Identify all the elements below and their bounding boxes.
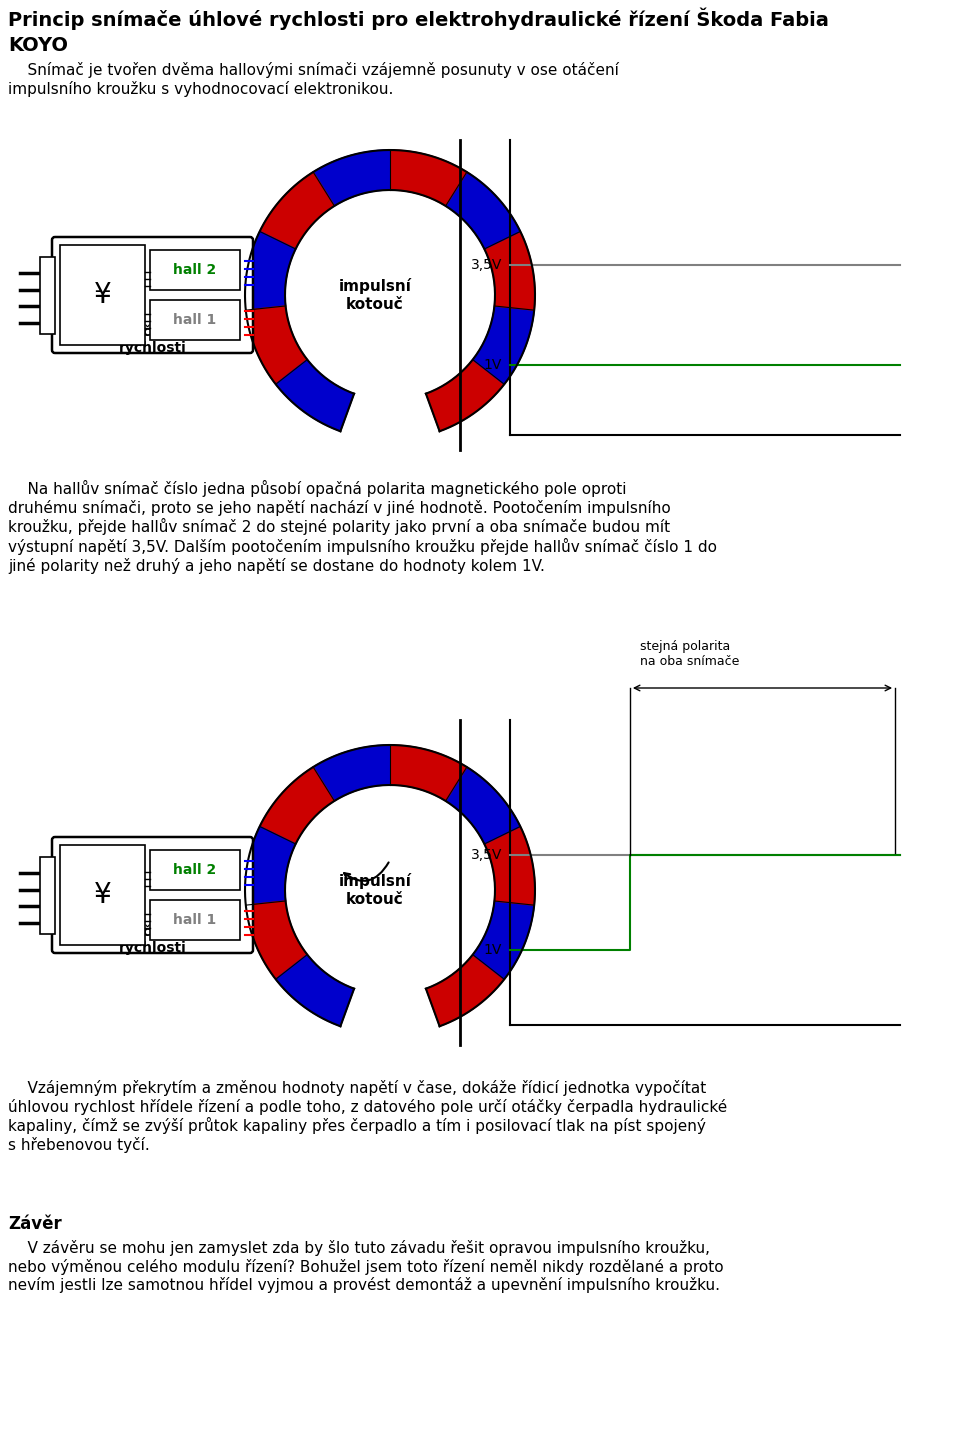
FancyBboxPatch shape bbox=[40, 856, 55, 933]
FancyBboxPatch shape bbox=[60, 845, 145, 945]
Text: hall 1: hall 1 bbox=[174, 313, 217, 327]
Polygon shape bbox=[313, 744, 390, 801]
Polygon shape bbox=[246, 901, 307, 980]
FancyBboxPatch shape bbox=[60, 246, 145, 345]
Text: 3,5V: 3,5V bbox=[470, 848, 502, 862]
FancyBboxPatch shape bbox=[150, 851, 240, 890]
Text: hall 1: hall 1 bbox=[174, 913, 217, 928]
Text: Vzájemným překrytím a změnou hodnoty napětí v čase, dokáže řídicí jednotka vypoč: Vzájemným překrytím a změnou hodnoty nap… bbox=[8, 1080, 728, 1153]
Polygon shape bbox=[390, 744, 467, 801]
Text: 1V: 1V bbox=[484, 944, 502, 957]
FancyBboxPatch shape bbox=[52, 838, 253, 952]
Text: KOYO: KOYO bbox=[8, 36, 68, 55]
Polygon shape bbox=[472, 305, 534, 384]
Polygon shape bbox=[485, 231, 535, 310]
FancyBboxPatch shape bbox=[150, 250, 240, 289]
Text: snímač úhlové
rychlosti: snímač úhlové rychlosti bbox=[96, 925, 208, 955]
Text: V závěru se mohu jen zamyslet zda by šlo tuto závadu řešit opravou impulsního kr: V závěru se mohu jen zamyslet zda by šlo… bbox=[8, 1240, 724, 1293]
Text: ¥: ¥ bbox=[94, 281, 111, 310]
Text: hall 2: hall 2 bbox=[174, 263, 217, 278]
Polygon shape bbox=[276, 955, 354, 1027]
Text: Princip snímače úhlové rychlosti pro elektrohydraulické řízení Škoda Fabia: Princip snímače úhlové rychlosti pro ele… bbox=[8, 9, 828, 31]
Text: ¥: ¥ bbox=[94, 881, 111, 909]
Text: impulsní
kotouč: impulsní kotouč bbox=[339, 278, 412, 311]
Polygon shape bbox=[390, 150, 467, 206]
Text: impulsní
kotouč: impulsní kotouč bbox=[339, 874, 412, 907]
Text: 1V: 1V bbox=[484, 358, 502, 372]
Text: hall 2: hall 2 bbox=[174, 864, 217, 877]
Polygon shape bbox=[276, 359, 354, 432]
Text: stejná polarita
na oba snímače: stejná polarita na oba snímače bbox=[640, 640, 739, 667]
FancyBboxPatch shape bbox=[150, 300, 240, 340]
Polygon shape bbox=[313, 150, 390, 206]
Polygon shape bbox=[259, 768, 334, 843]
Text: snímač úhlové
rychlosti: snímač úhlové rychlosti bbox=[96, 324, 208, 355]
Text: Na hallův snímač číslo jedna působí opačná polarita magnetického pole oproti
dru: Na hallův snímač číslo jedna působí opač… bbox=[8, 480, 717, 574]
FancyBboxPatch shape bbox=[150, 900, 240, 939]
Text: Snímač je tvořen dvěma hallovými snímači vzájemně posunuty v ose otáčení
impulsn: Snímač je tvořen dvěma hallovými snímači… bbox=[8, 63, 619, 96]
Polygon shape bbox=[472, 901, 534, 980]
FancyBboxPatch shape bbox=[40, 256, 55, 333]
Polygon shape bbox=[245, 826, 296, 906]
Polygon shape bbox=[245, 231, 296, 310]
Polygon shape bbox=[445, 172, 520, 249]
Text: 3,5V: 3,5V bbox=[470, 257, 502, 272]
Polygon shape bbox=[426, 955, 504, 1027]
Polygon shape bbox=[426, 359, 504, 432]
Polygon shape bbox=[485, 826, 535, 906]
Polygon shape bbox=[259, 172, 334, 249]
Text: Závěr: Závěr bbox=[8, 1216, 61, 1233]
Polygon shape bbox=[246, 305, 307, 384]
Polygon shape bbox=[445, 768, 520, 843]
FancyBboxPatch shape bbox=[52, 237, 253, 353]
